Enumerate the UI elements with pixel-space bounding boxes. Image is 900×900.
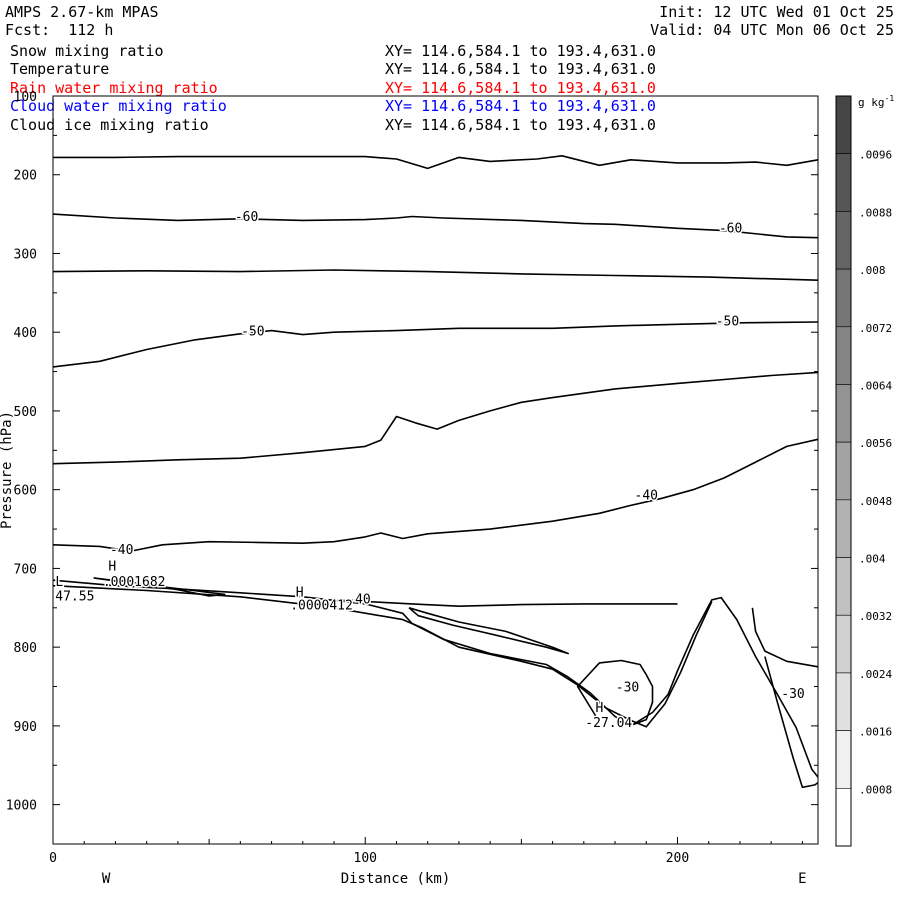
- direction-west: W: [102, 871, 111, 887]
- contour-label: -30: [616, 681, 639, 696]
- field-xy-snow: XY= 114.6,584.1 to 193.4,631.0: [385, 42, 656, 60]
- colorbar-label: .0048: [859, 495, 892, 508]
- colorbar-label: .0008: [859, 783, 892, 796]
- contour-basin-right: [764, 656, 819, 789]
- colorbar-label: .0064: [859, 379, 892, 392]
- contour-label: -50: [716, 314, 739, 329]
- y-axis-label: Pressure (hPa): [0, 411, 15, 529]
- field-name-cloud-ice: Cloud ice mixing ratio: [10, 116, 209, 134]
- field-name-temperature: Temperature: [10, 60, 110, 78]
- colorbar-label: .008: [859, 264, 886, 277]
- contour-label: H: [596, 701, 604, 716]
- x-tick-label: 0: [49, 851, 57, 866]
- colorbar-bin: [835, 153, 852, 212]
- field-xy-cloud-water: XY= 114.6,584.1 to 193.4,631.0: [385, 97, 656, 115]
- colorbar-bin: [835, 211, 852, 270]
- colorbar-bin: [835, 730, 852, 789]
- header-init: Init: 12 UTC Wed 01 Oct 25: [659, 3, 894, 21]
- contour-snow-sliver: [93, 577, 226, 597]
- contour-label: -50: [241, 325, 264, 340]
- colorbar-label: .004: [859, 553, 886, 566]
- y-tick-label: 300: [14, 247, 37, 262]
- contour-label: H: [296, 585, 304, 600]
- colorbar-bin: [835, 557, 852, 616]
- x-tick-label: 200: [666, 851, 689, 866]
- y-tick-label: 800: [14, 641, 37, 656]
- contour-t-50: [52, 321, 819, 368]
- colorbar-bin: [835, 384, 852, 443]
- colorbar-bin: [835, 441, 852, 501]
- contour-label: -30: [781, 687, 804, 702]
- contour-t-565: [52, 371, 819, 465]
- y-tick-label: 100: [14, 90, 37, 105]
- contour-label: -40: [347, 592, 370, 607]
- colorbar-bin: [835, 614, 852, 674]
- direction-east: E: [798, 871, 806, 887]
- contour-foothill-fold: [408, 607, 569, 655]
- y-tick-label: 200: [14, 169, 37, 184]
- colorbar-label: .0024: [859, 668, 892, 681]
- y-tick-label: 400: [14, 326, 37, 341]
- field-xy-temperature: XY= 114.6,584.1 to 193.4,631.0: [385, 60, 656, 78]
- contour-label: H: [108, 559, 116, 574]
- colorbar-bin: [835, 788, 852, 847]
- x-axis-label: Distance (km): [341, 871, 451, 887]
- header-valid: Valid: 04 UTC Mon 06 Oct 25: [650, 21, 894, 39]
- contour-label: .0000412: [290, 599, 353, 614]
- colorbar-bin: [835, 499, 852, 558]
- colorbar-unit: g kg-1: [858, 94, 894, 109]
- colorbar-label: .0096: [859, 149, 892, 162]
- colorbar-frame: [835, 95, 852, 847]
- contour-label: .0001682: [103, 575, 166, 590]
- contour-label: -60: [235, 210, 258, 225]
- contour-ground: [52, 584, 713, 728]
- contour-t-200: [53, 155, 819, 170]
- field-name-snow: Snow mixing ratio: [10, 42, 164, 60]
- contour-label: -40: [635, 488, 658, 503]
- y-tick-label: 1000: [6, 799, 37, 814]
- plot-frame: [52, 95, 819, 845]
- colorbar-label: .0088: [859, 206, 892, 219]
- contour-t-40: [52, 438, 819, 552]
- field-xy-cloud-ice: XY= 114.6,584.1 to 193.4,631.0: [385, 116, 656, 134]
- y-tick-label: 700: [14, 562, 37, 577]
- y-tick-label: 500: [14, 405, 37, 420]
- contour-label: -40: [110, 543, 133, 558]
- colorbar-bin: [835, 326, 852, 385]
- contour-minus30-left: [576, 659, 654, 726]
- contour-minus40-level: [337, 599, 678, 607]
- colorbar-bin: [835, 95, 852, 154]
- contour-label: 47.55: [55, 589, 94, 604]
- x-tick-label: 100: [354, 851, 377, 866]
- contour-label: L: [55, 575, 63, 590]
- colorbar-label: .0056: [859, 437, 892, 450]
- contour-label: -27.04: [585, 716, 632, 731]
- colorbar-label: .0072: [859, 322, 892, 335]
- field-name-cloud-water: Cloud water mixing ratio: [10, 97, 227, 115]
- contour-t-310: [52, 269, 819, 281]
- contour-label: -60: [719, 222, 742, 237]
- header-forecast: Fcst: 112 h: [5, 21, 114, 39]
- colorbar-label: .0016: [859, 726, 892, 739]
- colorbar-bin: [835, 268, 852, 328]
- colorbar-bin: [835, 672, 852, 731]
- field-xy-rain: XY= 114.6,584.1 to 193.4,631.0: [385, 79, 656, 97]
- contour-minus30-right: [751, 607, 819, 668]
- contour-terrain-top: [52, 579, 819, 778]
- field-name-rain: Rain water mixing ratio: [10, 79, 218, 97]
- y-tick-label: 900: [14, 720, 37, 735]
- colorbar-label: .0032: [859, 610, 892, 623]
- contour-t-60: [52, 213, 819, 239]
- y-tick-label: 600: [14, 484, 37, 499]
- header-model: AMPS 2.67-km MPAS: [5, 3, 159, 21]
